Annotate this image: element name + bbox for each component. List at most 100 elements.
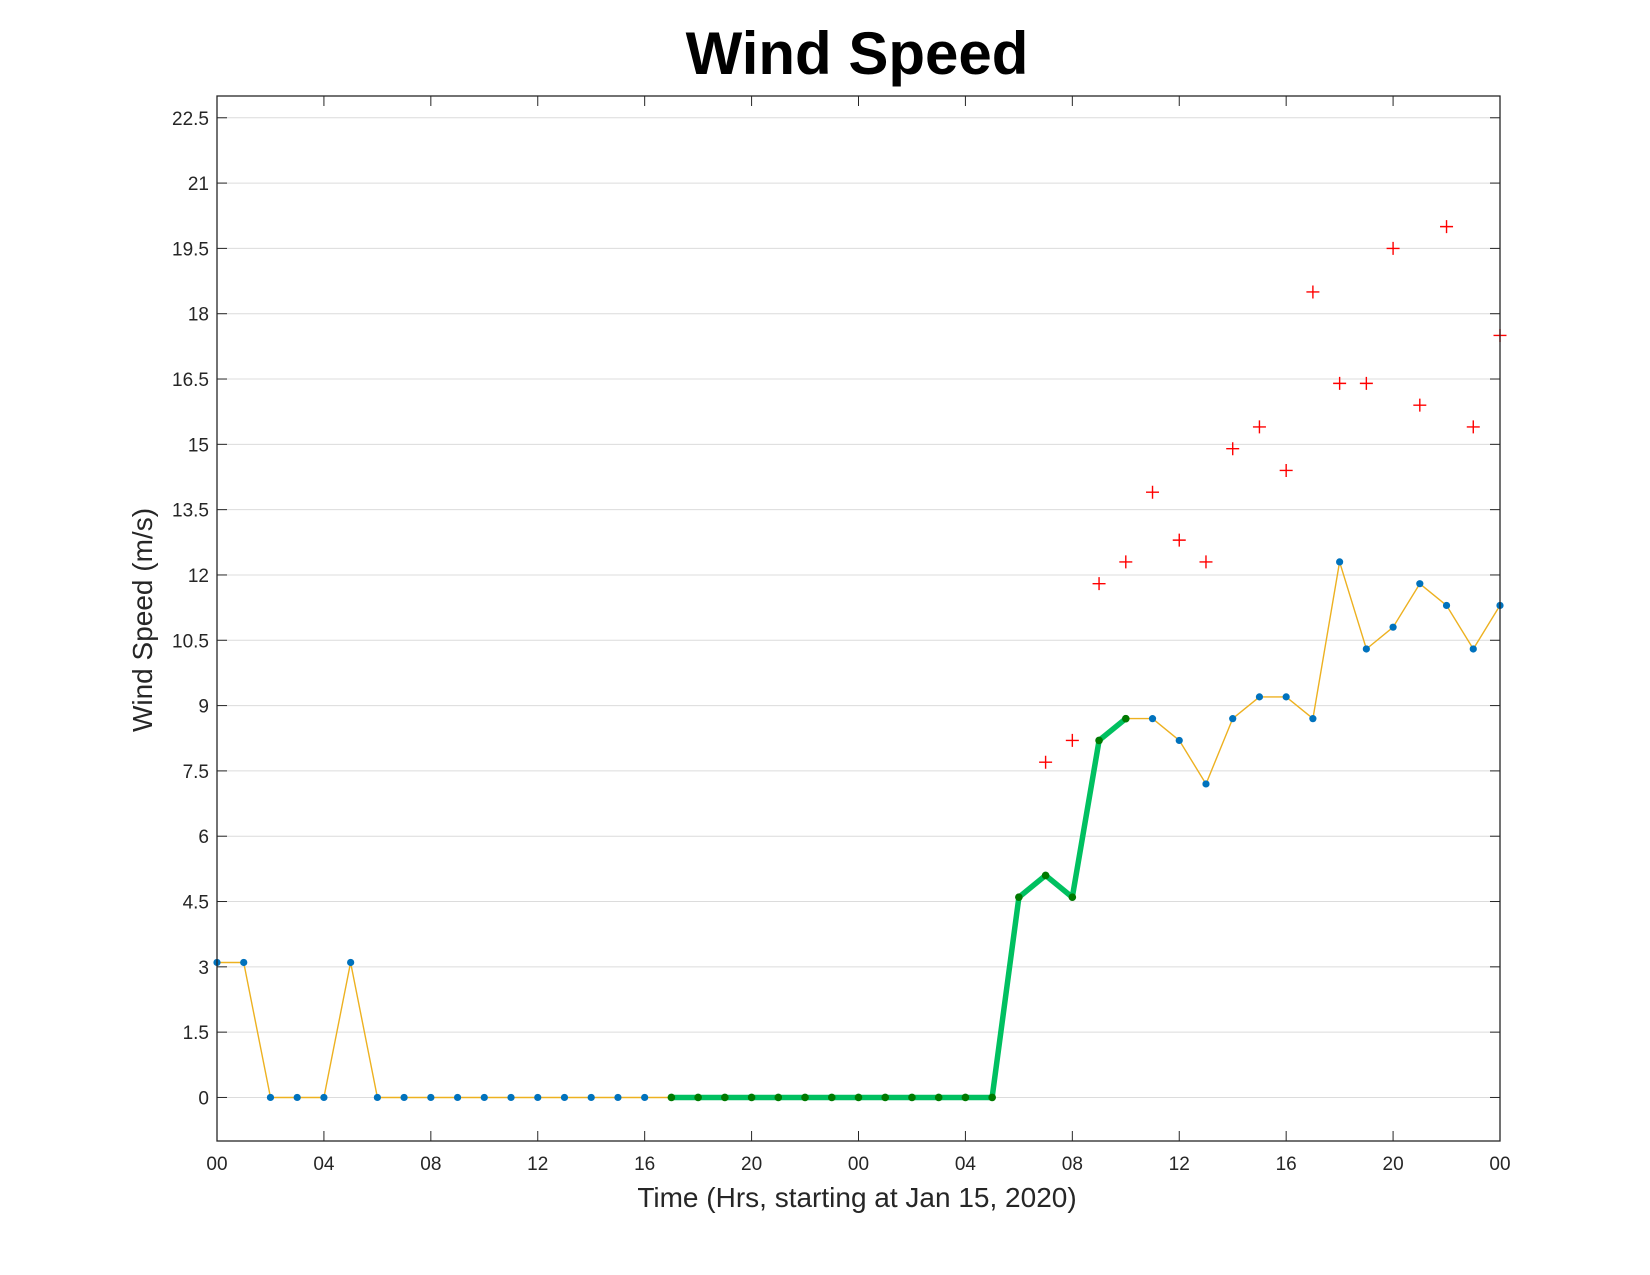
y-tick-label: 13.5 — [172, 501, 209, 522]
series-1-point — [1175, 736, 1183, 745]
series-2-point — [934, 1093, 943, 1102]
series-1-point — [1469, 645, 1477, 653]
series-1-point — [587, 1093, 595, 1102]
y-tick-label: 18 — [188, 305, 209, 326]
series-3-point — [1386, 241, 1400, 255]
series-1-point — [1362, 645, 1370, 653]
y-tick-label: 16.5 — [172, 370, 209, 391]
series-1-point — [240, 958, 248, 967]
series-2-point — [1121, 714, 1130, 723]
series-2-point — [961, 1093, 970, 1102]
y-tick-label: 4.5 — [183, 893, 209, 914]
series-2-point — [1095, 736, 1103, 745]
y-tick-label: 1.5 — [183, 1023, 209, 1044]
series-3-point — [1413, 398, 1427, 412]
series-1-point — [1309, 715, 1317, 723]
series-3-point — [1199, 555, 1213, 569]
series-3-point — [1226, 442, 1240, 456]
series-3-point — [1279, 463, 1293, 477]
chart-title: Wind Speed — [686, 20, 1029, 87]
y-tick-label: 10.5 — [172, 631, 209, 652]
series-2-point — [774, 1093, 783, 1102]
y-axis-label: Wind Speed (m/s) — [127, 508, 158, 732]
x-tick-label: 08 — [420, 1154, 441, 1175]
series-1-point — [1202, 780, 1210, 788]
series-1-point — [1416, 580, 1424, 588]
series-1-point — [320, 1093, 328, 1102]
y-tick-label: 3 — [198, 958, 209, 979]
series-1-point — [373, 1093, 381, 1102]
plot-area-frame — [216, 95, 1501, 1142]
series-2-point — [1068, 893, 1077, 901]
y-tick-label: 9 — [198, 697, 209, 718]
series-3-point — [1146, 485, 1160, 499]
series-1-point — [560, 1093, 569, 1102]
series-1-point — [347, 958, 355, 967]
x-tick-label: 04 — [955, 1154, 977, 1175]
series-3-point — [1252, 420, 1266, 434]
series-1-point — [1255, 693, 1264, 701]
x-tick-label: 12 — [527, 1154, 548, 1175]
y-tick-label: 21 — [188, 174, 209, 195]
series-1-point — [534, 1093, 542, 1102]
series-3-point — [1306, 285, 1320, 299]
series-3-point — [1092, 577, 1106, 591]
x-axis-label: Time (Hrs, starting at Jan 15, 2020) — [637, 1182, 1076, 1213]
y-tick-label: 19.5 — [172, 239, 209, 260]
series-2-point — [881, 1093, 890, 1102]
series-3-point — [1359, 376, 1373, 390]
series-layer — [213, 220, 1507, 1102]
y-tick-label: 12 — [188, 566, 209, 587]
series-2-point — [747, 1093, 756, 1102]
series-1-point — [1229, 715, 1237, 723]
y-tick-label: 15 — [188, 435, 209, 456]
series-2-point — [988, 1093, 996, 1102]
x-tick-label: 00 — [206, 1154, 227, 1175]
series-1-point — [1336, 558, 1344, 566]
x-tick-label: 04 — [313, 1154, 335, 1175]
series-1-point — [1282, 693, 1290, 701]
x-tick-label: 00 — [848, 1154, 869, 1175]
x-tick-label: 20 — [741, 1154, 762, 1175]
series-2-point — [1041, 871, 1050, 880]
series-1-point — [1389, 623, 1397, 631]
series-3-point — [1065, 733, 1079, 747]
series-1-line — [217, 561, 1501, 1099]
series-1-point — [266, 1093, 275, 1102]
series-2-point — [827, 1093, 836, 1102]
series-1-point — [453, 1093, 462, 1102]
series-3-point — [1440, 220, 1454, 234]
series-3-point — [1119, 555, 1133, 569]
x-tick-label: 12 — [1169, 1154, 1190, 1175]
y-tick-label: 6 — [198, 827, 209, 848]
series-2-point — [667, 1093, 676, 1102]
series-1-point — [1148, 715, 1157, 723]
y-tick-label: 22.5 — [172, 109, 209, 130]
series-2-point — [1015, 893, 1023, 901]
series-1-point — [1442, 601, 1451, 610]
series-1-point — [427, 1093, 435, 1102]
y-tick-label: 0 — [198, 1088, 209, 1109]
x-tick-label: 16 — [634, 1154, 655, 1175]
series-3-point — [1333, 376, 1347, 390]
x-tick-label: 08 — [1062, 1154, 1083, 1175]
series-1-point — [480, 1093, 488, 1102]
series-1-point — [614, 1093, 622, 1102]
series-2-point — [854, 1093, 863, 1102]
series-1-point — [293, 1093, 301, 1102]
series-1-point — [400, 1093, 408, 1102]
series-2-point — [694, 1093, 702, 1102]
x-tick-label: 20 — [1383, 1154, 1404, 1175]
series-2-point — [908, 1093, 916, 1102]
series-1-point — [641, 1093, 649, 1102]
series-2-point — [801, 1093, 809, 1102]
series-3-point — [1172, 533, 1186, 547]
grid-lines — [217, 117, 1500, 1098]
axis-ticks: 0 1.5 3 4.5 6 7.5 9 10.5 12 13.5 15 16.5 18 19.5 21 22.… — [172, 96, 1511, 1175]
x-tick-label: 00 — [1489, 1154, 1510, 1175]
series-3-point — [1039, 755, 1053, 769]
series-2-line — [668, 715, 1129, 1101]
series-1-point — [507, 1093, 515, 1102]
series-2-point — [721, 1093, 729, 1102]
